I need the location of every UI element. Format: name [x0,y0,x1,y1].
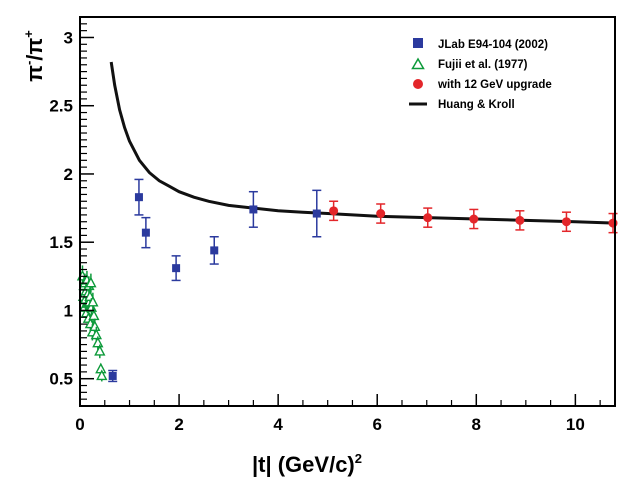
data-point-square [108,371,117,380]
legend-label-upgrade: with 12 GeV upgrade [437,79,552,91]
plot-frame [79,16,616,407]
data-point-square [134,193,143,202]
data-point-triangle [90,328,103,340]
y-axis-title: π-/π+ [21,30,47,82]
x-tick-label: 10 [566,415,585,434]
data-point-square [141,228,150,237]
x-tick-label: 6 [372,415,381,434]
data-point-circle [469,214,479,224]
huang-kroll-curve [109,61,616,225]
y-axis-title-minus-sup: - [21,61,36,65]
legend-label-jlab: JLab E94-104 (2002) [438,39,548,51]
legend-circle-marker [413,79,423,89]
x-tick-label: 0 [75,415,84,434]
data-point-triangle [94,344,106,356]
data-point-square [312,209,321,218]
y-tick-label: 2.5 [49,97,73,116]
legend-label-fujii: Fujii et al. (1977) [438,59,528,71]
y-tick-label: 2 [64,165,73,184]
y-axis-ticks: 0.5 1 1.5 2 2.5 3 [49,16,94,400]
x-tick-label: 8 [472,415,481,434]
data-point-triangle [92,336,104,348]
y-tick-label: 1 [64,301,73,320]
data-point-square [172,264,181,273]
x-axis-title-main: |t| (GeV/c) [252,452,355,477]
legend-label-huang-kroll: Huang & Kroll [438,99,515,111]
data-point-circle [608,218,618,228]
x-tick-label: 2 [174,415,183,434]
plot-area [76,61,618,383]
data-point-triangle [89,320,101,332]
y-axis-title-plus-sup: + [21,30,36,38]
data-point-circle [515,215,525,225]
data-point-triangle [87,295,99,307]
data-point-square [210,246,219,255]
y-tick-label: 1.5 [49,233,73,252]
data-point-circle [561,217,571,227]
data-point-square [249,205,258,214]
x-tick-label: 4 [273,415,283,434]
series-circle [329,200,618,234]
data-point-circle [376,209,386,219]
y-axis-title-pi-minus: π [22,65,47,82]
x-axis-ticks: 0 2 4 6 8 10 [75,394,601,434]
y-tick-label: 3 [64,28,73,47]
legend-triangle-marker [411,57,425,70]
x-axis-title: |t| (GeV/c)2 [252,451,362,477]
data-point-circle [329,206,339,216]
legend: JLab E94-104 (2002) Fujii et al. (1977) … [409,38,552,111]
legend-square-marker [413,38,423,48]
x-axis-title-sup: 2 [355,451,362,466]
y-axis-title-slash: / [22,55,47,61]
data-point-triangle [88,309,100,321]
series-square [108,178,322,383]
data-point-triangle [96,369,108,381]
y-axis-title-pi-plus: π [22,38,47,55]
y-tick-label: 0.5 [49,370,73,389]
data-point-triangle [85,276,97,288]
data-point-circle [423,213,433,223]
